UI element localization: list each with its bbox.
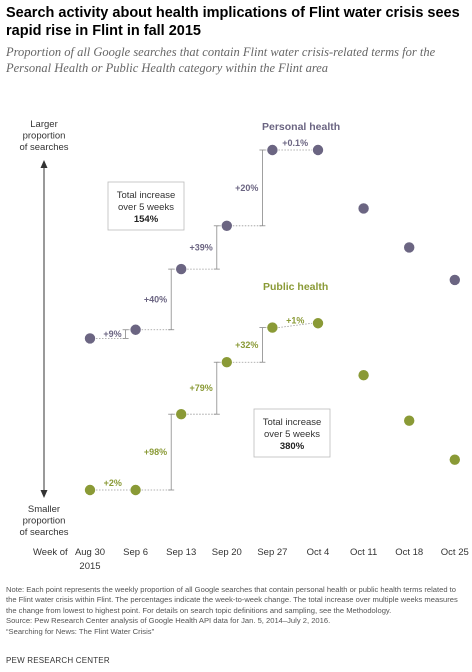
change-label: +39% <box>190 242 213 252</box>
data-point <box>130 324 141 335</box>
series-label-personal-health: Personal health <box>262 121 340 133</box>
change-label: +2% <box>104 478 122 488</box>
x-tick-label: Oct 18 <box>395 547 423 558</box>
data-point <box>221 357 232 368</box>
x-tick-label: Sep 20 <box>212 547 242 558</box>
data-point <box>358 370 369 381</box>
total-increase-box-public <box>253 408 331 458</box>
data-point <box>267 144 278 156</box>
series-label-public-health: Public health <box>263 281 328 293</box>
x-tick-label: Oct 25 <box>441 547 469 558</box>
x-tick-label: Oct 11 <box>350 547 377 558</box>
notes: Note: Each point represents the weekly p… <box>6 585 468 637</box>
data-point <box>84 333 96 344</box>
total-increase-box-personal <box>107 181 185 231</box>
data-point <box>404 415 415 426</box>
total-increase-value: 154% <box>134 214 159 225</box>
y-top-label: proportion <box>23 131 66 142</box>
data-point <box>358 203 369 214</box>
data-point <box>267 322 278 333</box>
data-point <box>404 242 415 253</box>
data-point <box>176 263 187 275</box>
x-tick-label: Aug 30 <box>75 547 105 558</box>
change-label: +1% <box>286 316 304 326</box>
chart-title: Search activity about health implication… <box>6 5 460 39</box>
data-point <box>449 274 460 286</box>
data-point <box>176 409 187 420</box>
source-text: Source: Pew Research Center analysis of … <box>6 616 331 626</box>
change-label: +20% <box>235 183 258 193</box>
change-label: +98% <box>144 447 167 457</box>
change-label: +79% <box>190 383 213 393</box>
x-axis-year-label: 2015 <box>79 561 100 572</box>
total-increase-label: over 5 weeks <box>118 202 174 213</box>
change-label: +9% <box>103 329 121 339</box>
total-increase-label: over 5 weeks <box>264 429 320 440</box>
change-label: +0.1% <box>282 138 308 148</box>
data-point <box>221 220 232 231</box>
note-text: Note: Each point represents the weekly p… <box>6 585 458 615</box>
y-arrow-up-head <box>40 160 48 168</box>
y-top-label: of searches <box>19 142 68 153</box>
report-title-text: “Searching for News: The Flint Water Cri… <box>6 626 155 636</box>
total-increase-label: Total increase <box>263 417 322 428</box>
x-tick-label: Sep 13 <box>166 547 196 558</box>
data-point <box>84 484 96 496</box>
x-tick-label: Sep 6 <box>123 547 148 558</box>
y-bottom-label: of searches <box>19 527 68 538</box>
footer-brand: PEW RESEARCH CENTER <box>6 656 110 665</box>
data-point <box>130 484 141 496</box>
data-point <box>312 144 324 156</box>
x-tick-label: Oct 4 <box>307 547 330 558</box>
data-point <box>449 454 460 465</box>
x-axis-week-of-label: Week of <box>33 547 68 558</box>
total-increase-label: Total increase <box>117 190 176 201</box>
change-label: +32% <box>235 340 258 350</box>
y-bottom-label: Smaller <box>28 504 60 515</box>
connector-line <box>278 322 313 328</box>
x-tick-label: Sep 27 <box>257 547 287 558</box>
total-increase-value: 380% <box>280 441 305 452</box>
y-bottom-label: proportion <box>23 516 66 527</box>
data-point <box>312 318 324 329</box>
y-top-label: Larger <box>30 119 57 130</box>
y-arrow-down-head <box>40 490 48 498</box>
change-label: +40% <box>144 294 167 304</box>
chart-subtitle: Proportion of all Google searches that c… <box>6 45 436 75</box>
